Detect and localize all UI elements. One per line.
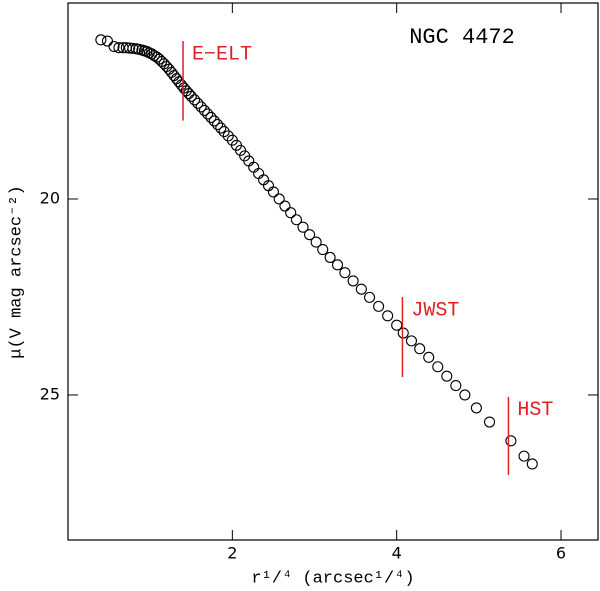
data-point — [391, 319, 403, 331]
data-point — [423, 351, 435, 363]
data-point — [198, 104, 210, 116]
data-point — [127, 42, 139, 55]
data-point — [101, 35, 113, 47]
data-point — [470, 402, 482, 414]
data-point — [235, 144, 247, 156]
annotation-label: JWST — [411, 299, 459, 322]
y-tick-label: 25 — [40, 384, 60, 403]
data-point — [405, 335, 418, 347]
data-point — [124, 42, 136, 54]
data-point — [208, 115, 220, 127]
data-point — [297, 221, 309, 233]
data-point — [441, 370, 453, 382]
data-point — [505, 435, 517, 447]
data-point — [397, 327, 409, 339]
data-point — [95, 34, 107, 46]
data-point — [195, 101, 207, 113]
plot-frame — [67, 2, 599, 541]
data-point — [202, 108, 214, 120]
data-point — [192, 97, 204, 109]
data-point — [267, 186, 279, 198]
data-point — [212, 118, 224, 131]
data-point — [215, 122, 227, 134]
data-point — [170, 73, 183, 85]
data-point — [218, 126, 230, 138]
data-point — [331, 259, 344, 271]
data-point — [310, 236, 322, 248]
data-point — [108, 40, 120, 53]
data-point — [364, 291, 376, 303]
data-point — [185, 90, 197, 102]
x-tick-label: 2 — [227, 544, 237, 563]
data-point — [304, 229, 316, 241]
data-point — [248, 161, 260, 173]
chart-title: NGC 4472 — [409, 25, 515, 50]
x-axis-label: r¹/⁴ (arcsec¹/⁴) — [251, 569, 414, 588]
data-point — [168, 69, 180, 82]
data-point — [324, 251, 336, 263]
data-point — [414, 343, 426, 355]
data-point — [450, 380, 462, 392]
y-axis-label: μ(V mag arcsec⁻²) — [7, 185, 26, 358]
annotation-label: E−ELT — [192, 43, 252, 66]
data-point — [355, 283, 367, 295]
data-point — [526, 458, 538, 470]
data-point — [188, 94, 201, 106]
data-point — [373, 300, 385, 312]
data-point — [339, 267, 351, 279]
annotation-label: HST — [517, 399, 553, 422]
data-point — [273, 193, 285, 205]
data-point — [253, 167, 265, 180]
data-point — [459, 389, 471, 401]
data-point — [285, 207, 297, 219]
x-tick-label: 6 — [556, 544, 566, 563]
data-point — [432, 361, 444, 373]
data-point — [205, 111, 217, 124]
data-point — [279, 200, 291, 212]
data-point — [317, 243, 329, 256]
data-point — [290, 214, 302, 226]
data-point — [382, 310, 394, 322]
data-point — [347, 275, 359, 287]
data-point — [222, 130, 234, 142]
data-point — [113, 42, 125, 54]
data-point — [183, 87, 195, 100]
y-tick-label: 20 — [40, 188, 60, 207]
x-tick-label: 4 — [392, 544, 402, 563]
data-point — [483, 416, 496, 428]
data-point — [518, 450, 530, 462]
